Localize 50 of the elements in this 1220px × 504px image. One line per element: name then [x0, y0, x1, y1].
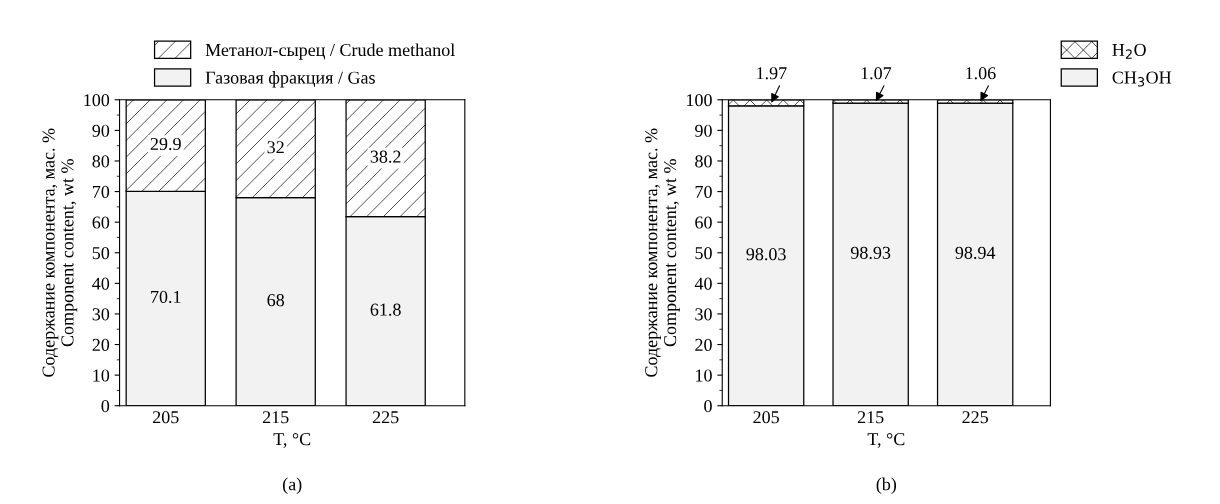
x-tick-label: 205 [753, 411, 779, 424]
y-tick-label: 90 [92, 124, 110, 137]
y-tick-label: 80 [92, 155, 110, 168]
y-tick-label: 10 [93, 369, 110, 382]
data-label: 32 [267, 141, 284, 154]
y-tick-label: 50 [695, 247, 712, 260]
x-tick-label: 215 [262, 411, 289, 424]
y-tick-label: 30 [695, 308, 712, 321]
y-tick-label: 40 [92, 277, 110, 290]
y-tick-label: 10 [696, 369, 712, 382]
y-tick-label: 100 [687, 94, 712, 107]
legend-label: CH$_{3}$OH [1112, 71, 1172, 87]
data-label: 1.07 [861, 67, 892, 80]
x-axis-title: T, °C [867, 433, 905, 448]
data-label: 68 [267, 294, 285, 307]
y-tick-label: 70 [695, 185, 712, 199]
y-tick-label: 20 [695, 338, 712, 351]
text: (b) [876, 477, 897, 494]
data-label: 98.93 [850, 246, 891, 259]
legend-label: Газовая фракция / Gas [205, 71, 375, 88]
data-label: 70.1 [151, 290, 181, 304]
x-axis-title: T, °C [273, 433, 311, 448]
data-label: 1.97 [757, 67, 787, 80]
x-tick-label: 225 [372, 411, 399, 424]
y-axis-title: Содержание компонента, мас. % Component content, wt % [645, 128, 680, 377]
y-tick-label: 0 [704, 399, 712, 413]
x-tick-label: 215 [857, 411, 884, 424]
y-tick-label: 20 [92, 338, 110, 351]
y-tick-label: 0 [101, 399, 110, 413]
y-tick-label: 60 [92, 216, 110, 229]
data-label: 98.94 [955, 246, 996, 259]
x-tick-label: 225 [962, 411, 988, 424]
y-axis-title: Содержание компонента, мас. % Component content, wt % [42, 128, 78, 377]
y-tick-label: 30 [92, 308, 110, 321]
y-tick-label: 80 [695, 155, 712, 168]
data-label: 29.9 [150, 137, 181, 151]
y-tick-label: 100 [84, 94, 110, 107]
data-label: 61.8 [370, 303, 401, 316]
legend-label: H$_{2}$O [1112, 43, 1146, 59]
y-tick-label: 70 [92, 185, 110, 199]
data-label: 1.06 [966, 67, 996, 80]
y-tick-label: 40 [694, 277, 712, 290]
y-tick-label: 60 [695, 216, 712, 229]
data-label: 98.03 [746, 248, 786, 261]
x-tick-label: 205 [152, 411, 179, 424]
y-tick-label: 50 [92, 247, 110, 260]
legend-label: Метанол-сырец / Crude methanol [205, 43, 455, 60]
y-tick-label: 90 [695, 124, 712, 137]
text: (a) [282, 477, 302, 494]
data-label: 38.2 [370, 150, 401, 163]
